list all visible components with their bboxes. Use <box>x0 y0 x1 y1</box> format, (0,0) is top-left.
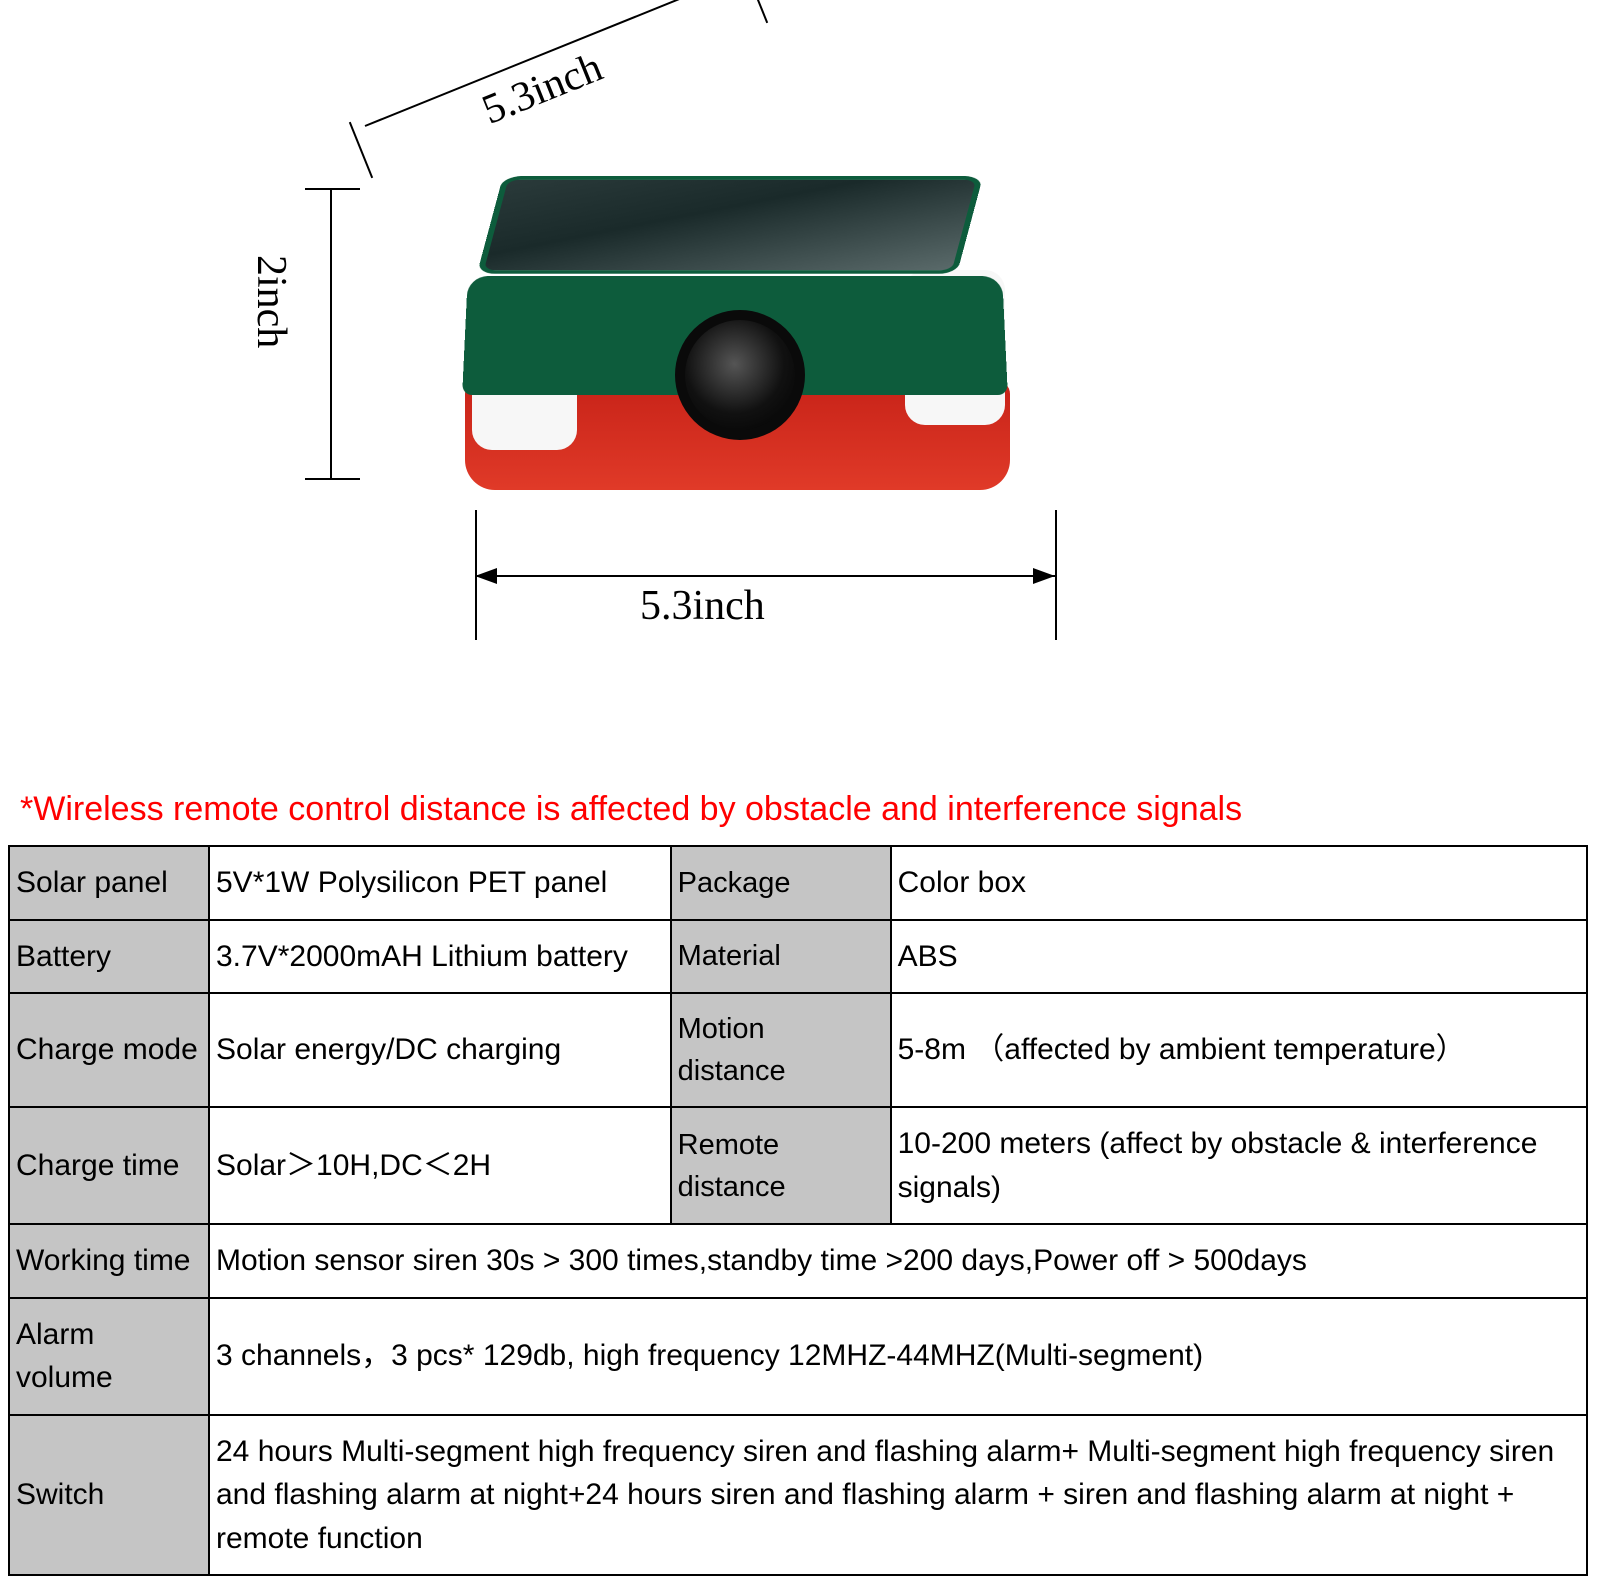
dimension-diagram: 5.3inch 2inch 5.3inch <box>200 20 1200 720</box>
spec-label: Solar panel <box>9 846 209 920</box>
dim-line-bottom <box>475 575 1055 577</box>
spec-value: 5V*1W Polysilicon PET panel <box>209 846 671 920</box>
spec-label: Switch <box>9 1415 209 1576</box>
spec-value: 3 channels，3 pcs* 129db, high frequency … <box>209 1298 1587 1415</box>
spec-value: Motion sensor siren 30s > 300 times,stan… <box>209 1224 1587 1298</box>
solar-panel <box>477 176 983 274</box>
spec-value: 10-200 meters (affect by obstacle & inte… <box>891 1107 1587 1224</box>
spec-label: Motion distance <box>671 993 891 1107</box>
dim-line-left <box>330 190 332 480</box>
table-row: Solar panel 5V*1W Polysilicon PET panel … <box>9 846 1587 920</box>
warning-note: *Wireless remote control distance is aff… <box>20 790 1242 829</box>
spec-value: Color box <box>891 846 1587 920</box>
product-illustration <box>430 140 1030 520</box>
spec-label: Working time <box>9 1224 209 1298</box>
spec-value: 5-8m （affected by ambient temperature） <box>891 993 1587 1107</box>
table-row: Working time Motion sensor siren 30s > 3… <box>9 1224 1587 1298</box>
dim-label-left: 2inch <box>247 255 295 348</box>
spec-table: Solar panel 5V*1W Polysilicon PET panel … <box>8 845 1588 1576</box>
spec-label: Package <box>671 846 891 920</box>
dim-tick <box>1055 510 1057 640</box>
spec-label: Charge time <box>9 1107 209 1224</box>
spec-value: 24 hours Multi-segment high frequency si… <box>209 1415 1587 1576</box>
spec-label: Material <box>671 920 891 994</box>
dim-tick <box>305 478 360 480</box>
spec-value: Solar energy/DC charging <box>209 993 671 1107</box>
spec-value: Solar＞10H,DC＜2H <box>209 1107 671 1224</box>
speaker-icon <box>675 310 805 440</box>
spec-value: 3.7V*2000mAH Lithium battery <box>209 920 671 994</box>
table-row: Battery 3.7V*2000mAH Lithium battery Mat… <box>9 920 1587 994</box>
dim-tick <box>305 188 360 190</box>
table-row: Switch 24 hours Multi-segment high frequ… <box>9 1415 1587 1576</box>
arrow-left-icon <box>475 568 497 584</box>
dim-label-top: 5.3inch <box>476 43 610 134</box>
table-row: Alarm volume 3 channels，3 pcs* 129db, hi… <box>9 1298 1587 1415</box>
table-row: Charge time Solar＞10H,DC＜2H Remote dista… <box>9 1107 1587 1224</box>
table-row: Charge mode Solar energy/DC charging Mot… <box>9 993 1587 1107</box>
spec-label: Alarm volume <box>9 1298 209 1415</box>
dim-label-bottom: 5.3inch <box>640 582 765 630</box>
spec-label: Charge mode <box>9 993 209 1107</box>
spec-value: ABS <box>891 920 1587 994</box>
dim-tick <box>349 122 373 178</box>
spec-label: Remote distance <box>671 1107 891 1224</box>
spec-label: Battery <box>9 920 209 994</box>
arrow-right-icon <box>1033 568 1055 584</box>
dim-tick <box>744 0 768 23</box>
